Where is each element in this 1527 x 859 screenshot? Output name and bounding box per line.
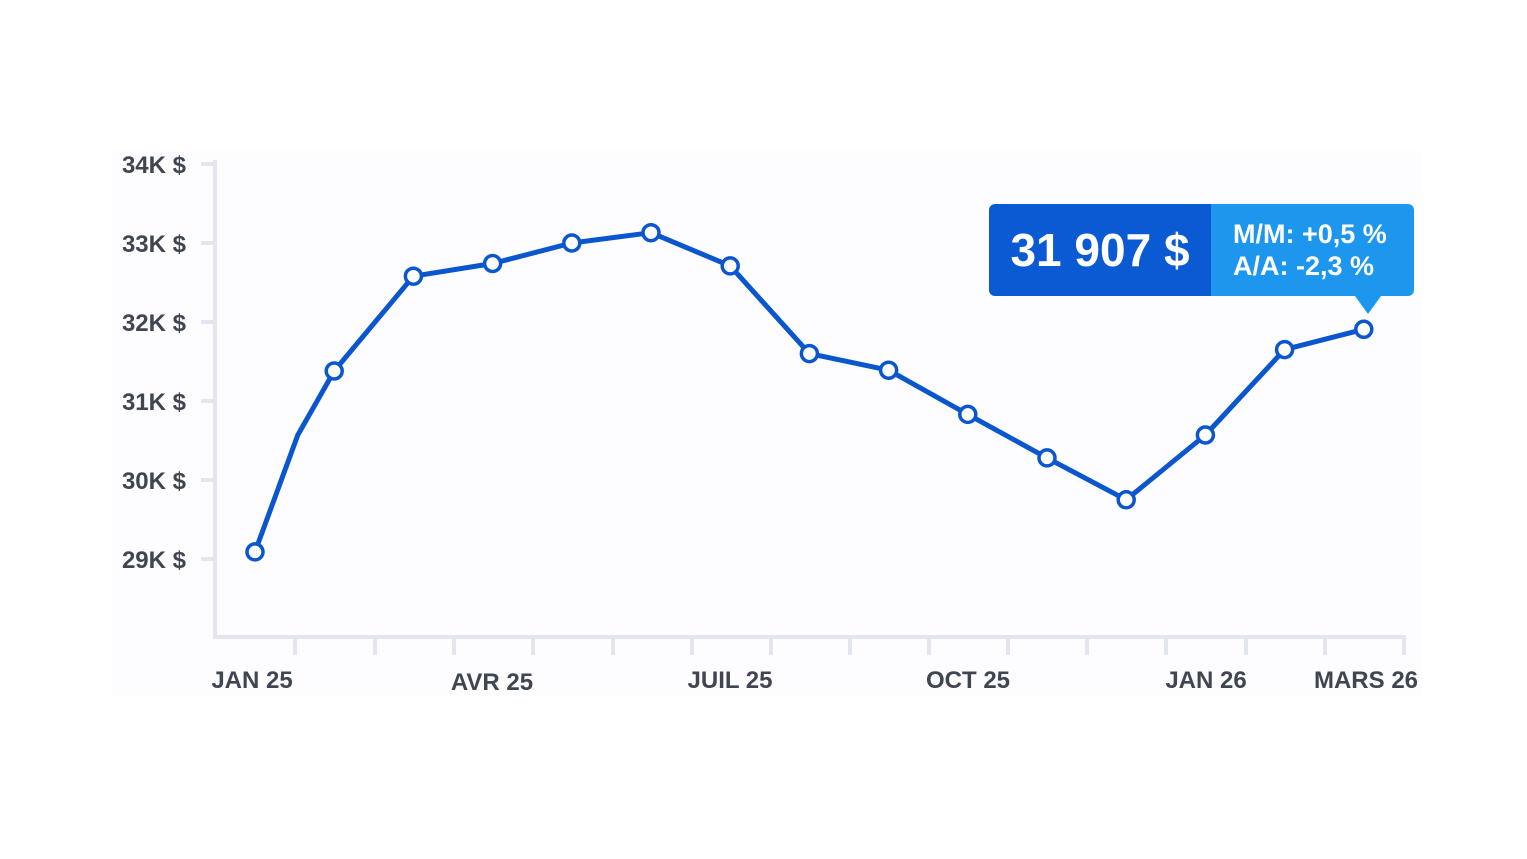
data-point-marker: [1037, 448, 1057, 468]
tooltip-changes: M/M: +0,5 % A/A: -2,3 %: [1211, 204, 1414, 296]
x-tick-label: AVR 25: [451, 669, 533, 696]
tooltip-yoy: A/A: -2,3 %: [1233, 251, 1375, 281]
data-point-marker: [958, 404, 978, 425]
x-tick-label: OCT 25: [926, 667, 1010, 694]
y-tick-label: 34K $: [122, 152, 187, 179]
data-point-marker: [1274, 339, 1295, 360]
data-point-marker: [562, 233, 582, 253]
data-point-marker: [1354, 319, 1374, 340]
series-markers: [245, 222, 1374, 562]
data-point-marker: [799, 343, 820, 364]
x-tick-label: MARS 26: [1314, 667, 1418, 694]
data-point-marker: [324, 361, 344, 381]
data-point-marker: [1195, 425, 1216, 445]
data-point-marker: [482, 253, 503, 274]
data-point-marker: [720, 256, 740, 276]
y-tick-label: 32K $: [122, 310, 187, 337]
y-tick-label: 31K $: [122, 389, 187, 416]
x-tick-label: JUIL 25: [688, 667, 773, 694]
data-point-marker: [245, 542, 265, 562]
data-point-marker: [403, 266, 424, 286]
y-tick-label: 33K $: [122, 231, 187, 258]
x-axis-ticks: JAN 25 AVR 25 JUIL 25 OCT 25 JAN 26 MARS 26: [211, 637, 1418, 696]
data-point-marker: [641, 222, 661, 243]
series-line: [252, 230, 1367, 555]
x-tick-label: JAN 25: [211, 667, 292, 694]
data-point-marker: [1116, 490, 1136, 510]
price-tooltip: 31 907 $ M/M: +0,5 % A/A: -2,3 %: [989, 204, 1414, 314]
y-axis-ticks: 29K $ 30K $ 31K $ 32K $ 33K $ 34K $: [122, 152, 215, 574]
y-tick-label: 30K $: [122, 468, 187, 495]
tooltip-pointer: [1355, 296, 1381, 314]
data-point-marker: [878, 360, 899, 380]
tooltip-price: 31 907 $: [989, 204, 1211, 296]
x-tick-label: JAN 26: [1165, 667, 1246, 694]
series-path: [252, 230, 1367, 555]
tooltip-mom: M/M: +0,5 %: [1233, 219, 1387, 249]
y-tick-label: 29K $: [122, 547, 187, 574]
